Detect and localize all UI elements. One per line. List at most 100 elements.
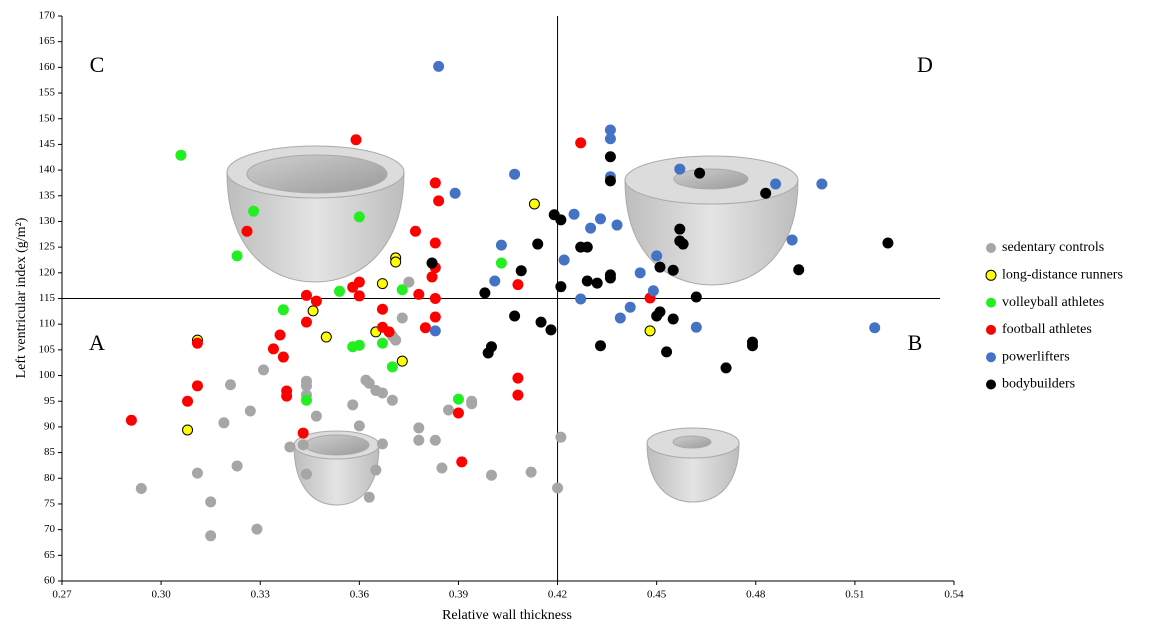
data-point — [433, 195, 444, 206]
legend-marker — [986, 270, 996, 280]
data-point — [430, 311, 441, 322]
y-tick-label: 75 — [44, 497, 56, 509]
x-tick-label: 0.48 — [746, 589, 766, 601]
y-tick-label: 145 — [39, 138, 56, 150]
data-point — [268, 343, 279, 354]
y-tick-label: 160 — [39, 61, 56, 73]
data-point — [536, 317, 547, 328]
legend-label: volleyball athletes — [1002, 295, 1104, 310]
data-point — [516, 265, 527, 276]
data-point — [370, 465, 381, 476]
data-point — [532, 239, 543, 250]
data-point — [430, 435, 441, 446]
data-point — [205, 530, 216, 541]
data-point — [512, 373, 523, 384]
quadrant-label: A — [89, 330, 105, 355]
data-point — [668, 314, 679, 325]
data-point — [512, 390, 523, 401]
data-point — [281, 391, 292, 402]
data-point — [430, 238, 441, 249]
data-point — [486, 470, 497, 481]
data-point — [354, 290, 365, 301]
data-point — [691, 322, 702, 333]
data-point — [529, 199, 539, 209]
data-point — [721, 362, 732, 373]
data-point — [450, 188, 461, 199]
data-point — [592, 278, 603, 289]
data-point — [668, 265, 679, 276]
data-point — [582, 276, 593, 287]
data-point — [433, 61, 444, 72]
data-point — [654, 306, 665, 317]
legend-label: powerlifters — [1002, 349, 1070, 364]
x-tick-label: 0.30 — [151, 589, 171, 601]
data-point — [311, 411, 322, 422]
data-point — [430, 293, 441, 304]
x-tick-label: 0.45 — [647, 589, 667, 601]
quadrant-label: B — [908, 330, 923, 355]
x-tick-label: 0.54 — [944, 589, 964, 601]
data-point — [278, 304, 289, 315]
data-point — [232, 250, 243, 261]
data-point — [466, 398, 477, 409]
data-point — [453, 394, 464, 405]
data-point — [354, 211, 365, 222]
data-point — [420, 322, 431, 333]
data-point — [787, 234, 798, 245]
data-point — [816, 178, 827, 189]
data-point — [661, 346, 672, 357]
x-axis-label: Relative wall thickness — [442, 608, 572, 623]
data-point — [605, 175, 616, 186]
data-point — [575, 294, 586, 305]
data-point — [301, 469, 312, 480]
data-point — [321, 332, 331, 342]
legend-marker — [986, 325, 996, 335]
data-point — [347, 282, 358, 293]
legend-marker — [986, 243, 996, 253]
data-point — [258, 364, 269, 375]
data-point — [278, 352, 289, 363]
y-tick-label: 125 — [39, 241, 56, 253]
legend-label: long-distance runners — [1002, 268, 1123, 283]
data-point — [397, 284, 408, 295]
data-point — [301, 395, 312, 406]
y-tick-label: 90 — [44, 420, 56, 432]
data-point — [175, 150, 186, 161]
data-point — [430, 325, 441, 336]
data-point — [456, 456, 467, 467]
data-point — [496, 240, 507, 251]
data-point — [218, 417, 229, 428]
y-tick-label: 165 — [39, 35, 56, 47]
data-point — [585, 223, 596, 234]
x-tick-label: 0.51 — [845, 589, 864, 601]
data-point — [526, 467, 537, 478]
data-point — [760, 188, 771, 199]
legend-label: sedentary controls — [1002, 240, 1104, 255]
legend-label: bodybuilders — [1002, 377, 1075, 392]
data-point — [615, 313, 626, 324]
data-point — [387, 361, 398, 372]
data-point — [555, 214, 566, 225]
data-point — [301, 290, 312, 301]
data-point — [284, 441, 295, 452]
data-point — [242, 226, 253, 237]
quadrant-label: C — [90, 52, 105, 77]
data-point — [192, 468, 203, 479]
data-point — [251, 524, 262, 535]
data-point — [674, 164, 685, 175]
data-point — [354, 420, 365, 431]
data-point — [869, 322, 880, 333]
data-point — [397, 313, 408, 324]
data-point — [625, 302, 636, 313]
data-point — [377, 304, 388, 315]
data-point — [298, 439, 309, 450]
data-point — [308, 306, 318, 316]
data-point — [192, 380, 203, 391]
legend-marker — [986, 352, 996, 362]
data-point — [569, 209, 580, 220]
y-tick-label: 85 — [44, 446, 56, 458]
data-point — [651, 250, 662, 261]
y-tick-label: 110 — [39, 318, 56, 330]
data-point — [427, 258, 438, 269]
y-tick-label: 65 — [44, 549, 56, 561]
